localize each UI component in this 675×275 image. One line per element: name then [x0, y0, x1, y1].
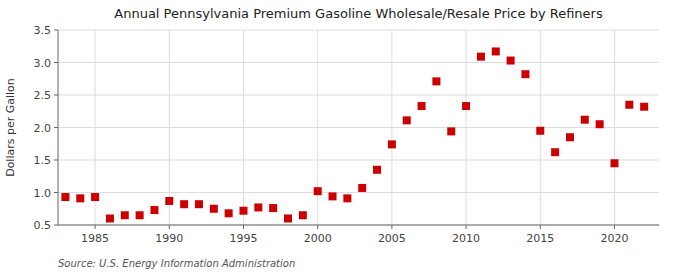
point: [329, 192, 337, 200]
point: [432, 77, 440, 85]
tick-label: 1995: [229, 232, 257, 245]
tick-label: 1990: [155, 232, 183, 245]
point: [299, 211, 307, 219]
x-axis-line: [58, 225, 659, 226]
point: [225, 209, 233, 217]
point: [507, 57, 515, 65]
tick-mark: [169, 225, 170, 229]
tick-mark: [243, 225, 244, 229]
y-axis-label: Dollars per Gallon: [4, 78, 17, 177]
tick-mark: [317, 225, 318, 229]
point: [343, 194, 351, 202]
tick-label: 1985: [81, 232, 109, 245]
tick-label: 2005: [378, 232, 406, 245]
source: Source: U.S. Energy Information Administ…: [58, 258, 295, 269]
point: [91, 193, 99, 201]
point: [150, 206, 158, 214]
grid-line: [58, 127, 659, 128]
point: [210, 205, 218, 213]
grid-line: [614, 30, 615, 225]
grid-line: [243, 30, 244, 225]
point: [536, 127, 544, 135]
point: [462, 102, 470, 110]
tick-label: 3.0: [34, 57, 52, 70]
point: [136, 211, 144, 219]
point: [106, 215, 114, 223]
grid-line: [169, 30, 170, 225]
tick-mark: [614, 225, 615, 229]
tick-label: 1.0: [34, 187, 52, 200]
grid-line: [58, 160, 659, 161]
point: [165, 197, 173, 205]
point: [269, 204, 277, 212]
tick-mark: [54, 30, 58, 31]
point: [625, 101, 633, 109]
point: [610, 159, 618, 167]
point: [388, 140, 396, 148]
tick-mark: [466, 225, 467, 229]
point: [477, 53, 485, 61]
tick-label: 2000: [304, 232, 332, 245]
tick-label: 2015: [526, 232, 554, 245]
tick-mark: [54, 225, 58, 226]
tick-mark: [540, 225, 541, 229]
point: [640, 103, 648, 111]
tick-label: 1.5: [34, 154, 52, 167]
grid-line: [466, 30, 467, 225]
tick-label: 2.0: [34, 122, 52, 135]
tick-label: 2.5: [34, 89, 52, 102]
grid-line: [58, 192, 659, 193]
grid-line: [391, 30, 392, 225]
tick-mark: [391, 225, 392, 229]
tick-label: 2020: [600, 232, 628, 245]
point: [492, 47, 500, 55]
point: [566, 133, 574, 141]
tick-mark: [54, 95, 58, 96]
grid-line: [58, 95, 659, 96]
point: [314, 187, 322, 195]
point: [551, 148, 559, 156]
grid-line: [58, 225, 659, 226]
point: [76, 194, 84, 202]
point: [195, 200, 203, 208]
point: [447, 127, 455, 135]
point: [358, 184, 366, 192]
tick-mark: [95, 225, 96, 229]
tick-label: 0.5: [34, 219, 52, 232]
tick-mark: [54, 192, 58, 193]
point: [254, 203, 262, 211]
point: [581, 116, 589, 124]
points: [61, 47, 648, 222]
y-axis-line: [58, 30, 59, 225]
tick-mark: [54, 127, 58, 128]
point: [239, 207, 247, 215]
point: [121, 211, 129, 219]
tick-label: 3.5: [34, 24, 52, 37]
tick-label: 2010: [452, 232, 480, 245]
title: Annual Pennsylvania Premium Gasoline Who…: [114, 6, 603, 21]
tick-mark: [54, 160, 58, 161]
point: [418, 102, 426, 110]
point: [373, 166, 381, 174]
chart: Annual Pennsylvania Premium Gasoline Who…: [0, 0, 675, 275]
point: [521, 70, 529, 78]
point: [596, 120, 604, 128]
point: [284, 215, 292, 223]
axes: 0.5 1.0 1.5 2.0 2.5 3.0 3.5 1985 1990 1995 2000 200…: [34, 24, 660, 245]
tick-mark: [54, 62, 58, 63]
point: [403, 116, 411, 124]
grid-line: [58, 62, 659, 63]
point: [180, 200, 188, 208]
point: [61, 193, 69, 201]
grid: [58, 30, 659, 225]
grid-line: [317, 30, 318, 225]
grid-line: [58, 30, 659, 31]
